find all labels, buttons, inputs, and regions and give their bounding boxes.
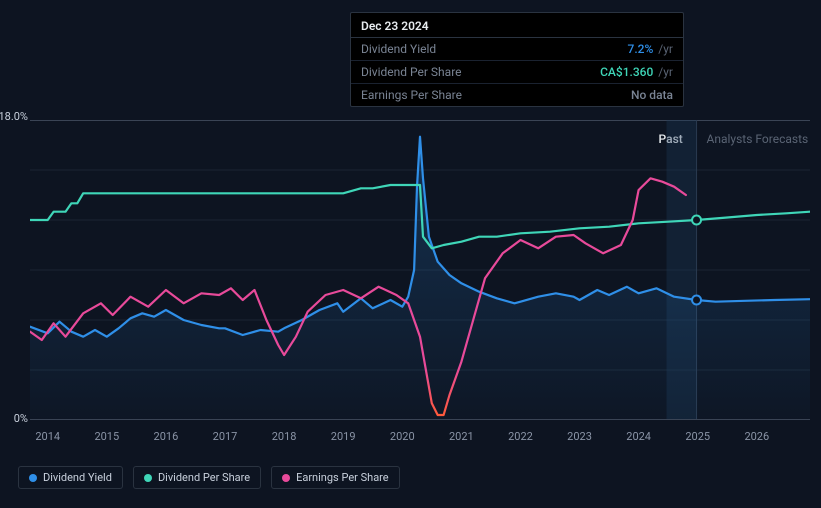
tooltip-row-value: No data	[631, 88, 673, 102]
y-axis-max-label: 18.0%	[0, 110, 28, 123]
x-axis-tick: 2024	[626, 430, 651, 443]
tooltip-row-value: 7.2% /yr	[628, 42, 673, 56]
x-axis-tick: 2025	[685, 430, 710, 443]
tooltip-row: Earnings Per Share No data	[351, 84, 683, 106]
x-axis-tick: 2016	[154, 430, 179, 443]
legend-dot-icon	[144, 474, 152, 482]
tooltip-row-value: CA$1.360 /yr	[600, 65, 673, 79]
x-axis-tick: 2026	[744, 430, 769, 443]
hover-tooltip: Dec 23 2024 Dividend Yield7.2% /yrDivide…	[350, 12, 684, 107]
x-axis-tick: 2017	[213, 430, 238, 443]
x-axis-tick: 2015	[94, 430, 119, 443]
tooltip-row-label: Earnings Per Share	[361, 88, 462, 102]
x-axis-tick: 2022	[508, 430, 533, 443]
legend-item[interactable]: Earnings Per Share	[271, 466, 400, 489]
legend-dot-icon	[29, 474, 37, 482]
tooltip-row: Dividend Yield 7.2% /yr	[351, 38, 683, 61]
tooltip-row-label: Dividend Yield	[361, 42, 436, 56]
legend-item[interactable]: Dividend Yield	[18, 466, 123, 489]
legend-label: Dividend Per Share	[158, 471, 250, 484]
x-axis-tick: 2023	[567, 430, 592, 443]
chart-plot-area[interactable]	[30, 120, 810, 420]
chart-container: Dec 23 2024 Dividend Yield7.2% /yrDivide…	[0, 0, 821, 508]
legend-item[interactable]: Dividend Per Share	[133, 466, 261, 489]
tooltip-row: Dividend Per Share CA$1.360 /yr	[351, 61, 683, 84]
x-axis-tick: 2014	[35, 430, 60, 443]
legend: Dividend Yield Dividend Per Share Earnings…	[18, 466, 400, 489]
legend-label: Earnings Per Share	[296, 471, 389, 484]
x-axis-tick: 2018	[272, 430, 297, 443]
tooltip-date: Dec 23 2024	[351, 13, 683, 38]
legend-label: Dividend Yield	[43, 471, 112, 484]
x-axis: 2014 2015 2016 2017 2018 2019 2020 2021 2022 2023…	[30, 430, 810, 450]
x-axis-tick: 2020	[390, 430, 415, 443]
x-axis-tick: 2021	[449, 430, 474, 443]
y-axis-min-label: 0%	[0, 412, 28, 425]
x-axis-tick: 2019	[331, 430, 356, 443]
tooltip-row-label: Dividend Per Share	[361, 65, 462, 79]
legend-dot-icon	[282, 474, 290, 482]
